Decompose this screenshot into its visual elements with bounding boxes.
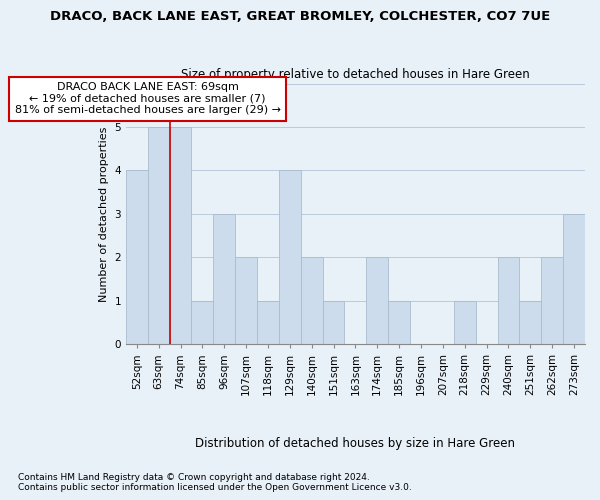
Bar <box>191 300 214 344</box>
Bar <box>454 300 476 344</box>
X-axis label: Distribution of detached houses by size in Hare Green: Distribution of detached houses by size … <box>196 437 515 450</box>
Bar <box>563 214 585 344</box>
Bar <box>126 170 148 344</box>
Bar <box>520 300 541 344</box>
Bar <box>235 258 257 344</box>
Bar <box>367 258 388 344</box>
Bar <box>214 214 235 344</box>
Text: DRACO BACK LANE EAST: 69sqm
← 19% of detached houses are smaller (7)
81% of semi: DRACO BACK LANE EAST: 69sqm ← 19% of det… <box>15 82 281 116</box>
Bar <box>257 300 279 344</box>
Bar <box>541 258 563 344</box>
Text: Contains public sector information licensed under the Open Government Licence v3: Contains public sector information licen… <box>18 484 412 492</box>
Bar <box>388 300 410 344</box>
Bar <box>279 170 301 344</box>
Bar <box>148 127 170 344</box>
Title: Size of property relative to detached houses in Hare Green: Size of property relative to detached ho… <box>181 68 530 81</box>
Y-axis label: Number of detached properties: Number of detached properties <box>99 126 109 302</box>
Text: DRACO, BACK LANE EAST, GREAT BROMLEY, COLCHESTER, CO7 7UE: DRACO, BACK LANE EAST, GREAT BROMLEY, CO… <box>50 10 550 23</box>
Bar <box>170 127 191 344</box>
Text: Contains HM Land Registry data © Crown copyright and database right 2024.: Contains HM Land Registry data © Crown c… <box>18 474 370 482</box>
Bar <box>323 300 344 344</box>
Bar <box>497 258 520 344</box>
Bar <box>301 258 323 344</box>
